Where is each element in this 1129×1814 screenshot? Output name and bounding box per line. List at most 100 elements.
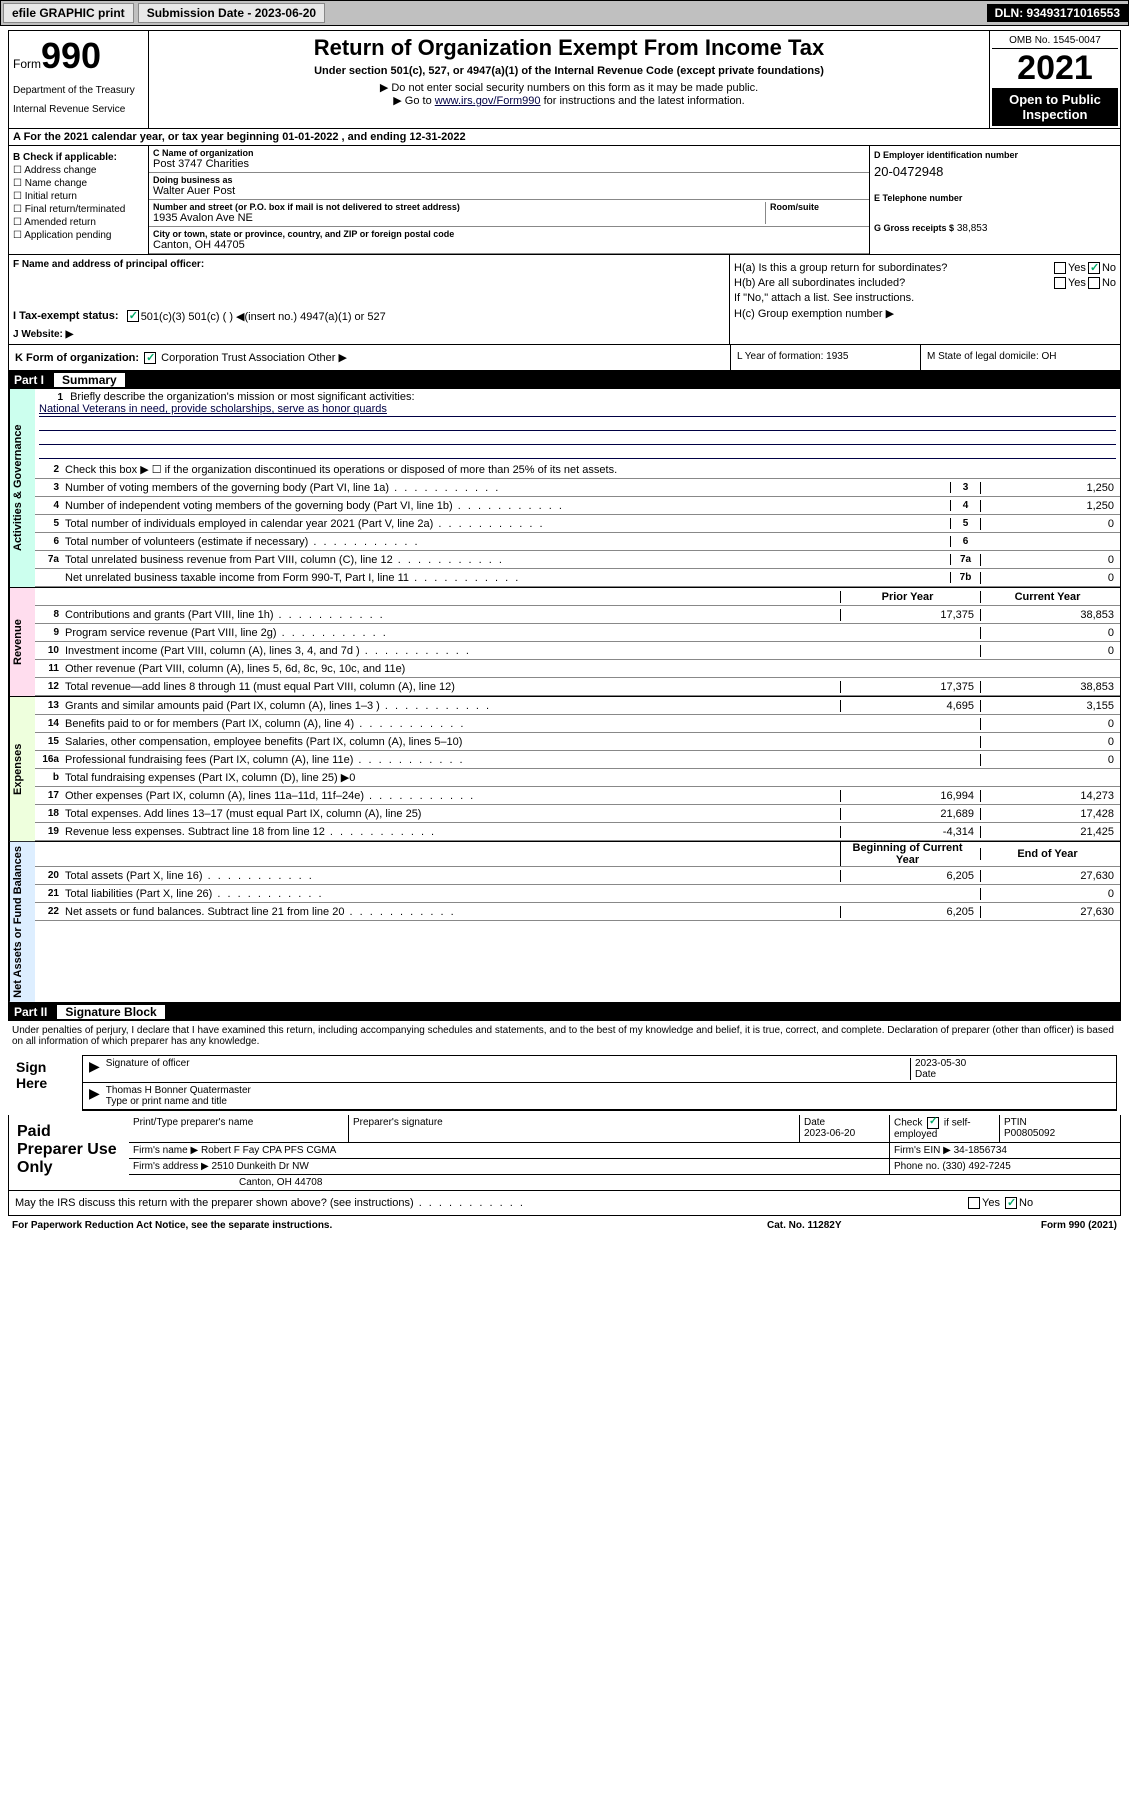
tax-year: 2021: [992, 49, 1118, 88]
b-opt-final: ☐ Final return/terminated: [13, 204, 144, 215]
part2-header: Part II Signature Block: [8, 1003, 1121, 1021]
line19-current: 21,425: [980, 826, 1120, 838]
line14-current: 0: [980, 718, 1120, 730]
line8-current: 38,853: [980, 609, 1120, 621]
b-opt-amended: ☐ Amended return: [13, 217, 144, 228]
submission-date-button[interactable]: Submission Date - 2023-06-20: [138, 3, 325, 23]
line13-current: 3,155: [980, 700, 1120, 712]
h-c-question: H(c) Group exemption number ▶: [734, 307, 1116, 320]
line20-prior: 6,205: [840, 870, 980, 882]
open-public-badge: Open to Public Inspection: [992, 88, 1118, 126]
line7a-text: Total unrelated business revenue from Pa…: [63, 552, 950, 568]
line9-current: 0: [980, 627, 1120, 639]
ha-no: [1088, 262, 1100, 274]
cat-no: Cat. No. 11282Y: [767, 1220, 967, 1231]
tab-revenue: Revenue: [9, 588, 35, 696]
addr-label: Number and street (or P.O. box if mail i…: [153, 202, 765, 212]
street-address: 1935 Avalon Ave NE: [153, 212, 765, 224]
phone-label-prep: Phone no.: [894, 1161, 940, 1172]
line16b-text: Total fundraising expenses (Part IX, col…: [63, 769, 840, 786]
line2-text: Check this box ▶ ☐ if the organization d…: [63, 461, 1120, 478]
ssn-note: ▶ Do not enter social security numbers o…: [153, 81, 985, 94]
line14-text: Benefits paid to or for members (Part IX…: [63, 716, 840, 732]
line20-text: Total assets (Part X, line 16): [63, 868, 840, 884]
line22-prior: 6,205: [840, 906, 980, 918]
part1-header: Part I Summary: [8, 371, 1121, 389]
tab-expenses: Expenses: [9, 697, 35, 841]
f-label: F Name and address of principal officer:: [13, 259, 725, 270]
line4-text: Number of independent voting members of …: [63, 498, 950, 514]
line1-label: Briefly describe the organization's miss…: [70, 391, 414, 403]
chk-self-employed: [927, 1117, 939, 1129]
irs-link[interactable]: www.irs.gov/Form990: [435, 95, 541, 107]
dba-name: Walter Auer Post: [153, 185, 865, 197]
form-footer: Form 990 (2021): [967, 1220, 1117, 1231]
line6-text: Total number of volunteers (estimate if …: [63, 534, 950, 550]
h-a-question: H(a) Is this a group return for subordin…: [734, 262, 1052, 274]
line22-current: 27,630: [980, 906, 1120, 918]
firm-addr-label: Firm's address ▶: [133, 1161, 209, 1172]
form-prefix: Form: [13, 57, 41, 71]
tax-status-opts: 501(c)(3) 501(c) ( ) ◀(insert no.) 4947(…: [141, 310, 386, 323]
line11-text: Other revenue (Part VIII, column (A), li…: [63, 661, 840, 677]
k-opts: Corporation Trust Association Other ▶: [161, 352, 347, 364]
perjury-statement: Under penalties of perjury, I declare th…: [8, 1021, 1121, 1051]
topbar: efile GRAPHIC print Submission Date - 20…: [0, 0, 1129, 26]
dba-label: Doing business as: [153, 175, 865, 185]
officer-name-label: Type or print name and title: [106, 1096, 227, 1107]
chk-corp: [144, 352, 156, 364]
line15-current: 0: [980, 736, 1120, 748]
line18-current: 17,428: [980, 808, 1120, 820]
line19-text: Revenue less expenses. Subtract line 18 …: [63, 824, 840, 840]
dept-label: Department of the Treasury: [13, 85, 144, 96]
h-b-note: If "No," attach a list. See instructions…: [734, 292, 1116, 304]
section-c: C Name of organizationPost 3747 Charitie…: [149, 146, 870, 254]
officer-sig-label: Signature of officer: [106, 1058, 910, 1080]
ptin-value: P00805092: [1004, 1128, 1055, 1139]
j-label: J Website: ▶: [13, 329, 725, 340]
ha-yes: [1054, 262, 1066, 274]
efile-print-button[interactable]: efile GRAPHIC print: [3, 3, 134, 23]
prior-year-hdr: Prior Year: [840, 591, 980, 603]
line5-value: 0: [980, 518, 1120, 530]
prep-date-val: 2023-06-20: [804, 1128, 855, 1139]
form-header: Form990 Department of the Treasury Inter…: [8, 30, 1121, 129]
officer-name: Thomas H Bonner Quatermaster: [106, 1085, 251, 1096]
firm-ein: 34-1856734: [954, 1145, 1007, 1156]
city-state-zip: Canton, OH 44705: [153, 239, 865, 251]
prep-date-hdr: Date: [804, 1117, 825, 1128]
line13-text: Grants and similar amounts paid (Part IX…: [63, 698, 840, 714]
part1-label: Part I: [14, 373, 52, 387]
mission-text[interactable]: National Veterans in need, provide schol…: [39, 403, 387, 415]
form-subtitle: Under section 501(c), 527, or 4947(a)(1)…: [153, 65, 985, 77]
line17-prior: 16,994: [840, 790, 980, 802]
hb-yes: [1054, 277, 1066, 289]
goto-prefix: ▶ Go to: [393, 95, 434, 107]
city-label: City or town, state or province, country…: [153, 229, 865, 239]
firm-name-label: Firm's name ▶: [133, 1145, 198, 1156]
prep-name-hdr: Print/Type preparer's name: [129, 1115, 349, 1142]
org-name: Post 3747 Charities: [153, 158, 865, 170]
line9-text: Program service revenue (Part VIII, line…: [63, 625, 840, 641]
irs-label: Internal Revenue Service: [13, 104, 144, 115]
section-d: D Employer identification number 20-0472…: [870, 146, 1120, 254]
sig-date-val: 2023-05-30: [915, 1058, 966, 1069]
line12-text: Total revenue—add lines 8 through 11 (mu…: [63, 679, 840, 695]
line10-current: 0: [980, 645, 1120, 657]
k-label: K Form of organization:: [15, 352, 139, 364]
tax-year-line: A For the 2021 calendar year, or tax yea…: [8, 129, 1121, 146]
boy-hdr: Beginning of Current Year: [840, 842, 980, 866]
section-h: H(a) Is this a group return for subordin…: [730, 255, 1120, 344]
sign-here-label: Sign Here: [8, 1051, 78, 1115]
line17-text: Other expenses (Part IX, column (A), lin…: [63, 788, 840, 804]
org-name-label: C Name of organization: [153, 148, 865, 158]
eoy-hdr: End of Year: [980, 848, 1120, 860]
line19-prior: -4,314: [840, 826, 980, 838]
tab-governance: Activities & Governance: [9, 389, 35, 587]
b-opt-name: ☐ Name change: [13, 178, 144, 189]
firm-addr1: 2510 Dunkeith Dr NW: [212, 1161, 309, 1172]
ptin-label: PTIN: [1004, 1117, 1027, 1128]
line12-current: 38,853: [980, 681, 1120, 693]
line21-current: 0: [980, 888, 1120, 900]
firm-addr2: Canton, OH 44708: [129, 1175, 1120, 1190]
